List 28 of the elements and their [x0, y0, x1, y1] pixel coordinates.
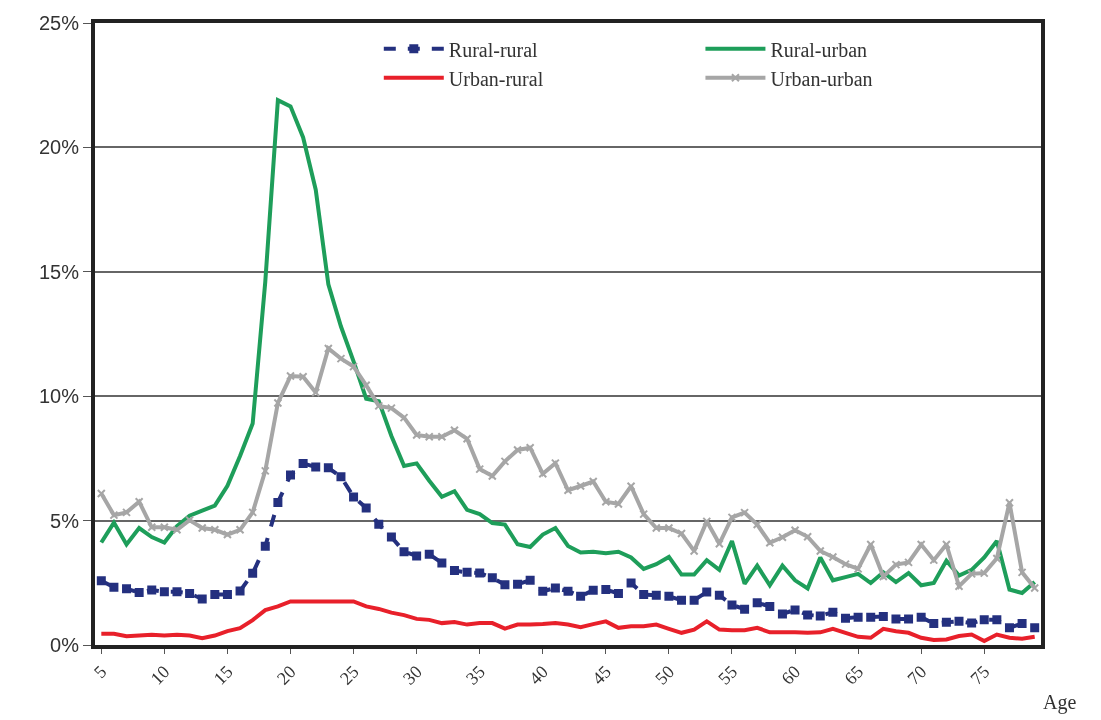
x-tick-label: 40	[525, 661, 552, 689]
y-tick-label: 5%	[50, 509, 80, 532]
legend-label: Urban-rural	[448, 67, 544, 90]
x-tick-label: 30	[398, 661, 426, 689]
legend-label: Urban-urban	[770, 67, 873, 90]
x-tick-label: 45	[588, 661, 616, 689]
legend-label: Rural-urban	[770, 38, 868, 61]
line-series	[99, 98, 1037, 595]
y-tick-label: 0%	[50, 634, 80, 656]
x-axis-title: Age	[1043, 691, 1077, 714]
y-tick-label: 10%	[38, 385, 80, 408]
x-tick-label: 55	[714, 661, 742, 689]
x-tick-label: 35	[462, 661, 489, 689]
x-tick-label: 25	[335, 661, 363, 689]
y-tick-label: 15%	[38, 260, 80, 283]
x-tick-label: 20	[272, 661, 300, 689]
line-series	[99, 599, 1037, 644]
y-tick-label: 25%	[38, 12, 80, 34]
x-tick-label: 10	[146, 661, 174, 689]
x-tick-label: 15	[209, 661, 237, 689]
x-tick-label: 60	[777, 661, 805, 689]
x-tick-label: 50	[651, 661, 679, 689]
legend-label: Rural-rural	[448, 38, 539, 61]
x-tick-label: 65	[840, 661, 868, 689]
y-tick-label: 20%	[38, 136, 80, 159]
x-tick-label: 70	[903, 661, 931, 689]
x-tick-label: 5	[90, 661, 111, 683]
x-tick-label: 75	[966, 661, 994, 689]
